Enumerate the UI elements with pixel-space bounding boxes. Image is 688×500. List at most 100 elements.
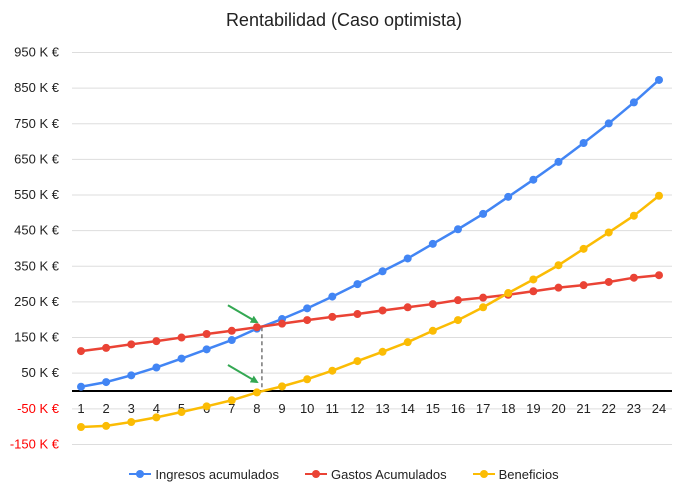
data-point <box>227 336 236 345</box>
y-tick-label: 550 K € <box>14 187 60 202</box>
x-tick-label: 1 <box>77 401 84 416</box>
legend-swatch <box>129 469 152 479</box>
data-point <box>303 375 312 384</box>
data-point <box>278 382 287 391</box>
x-tick-label: 7 <box>228 401 235 416</box>
y-tick-label: 950 K € <box>14 45 60 60</box>
series-line-1 <box>80 79 660 388</box>
x-tick-label: 3 <box>128 401 135 416</box>
data-point <box>328 312 337 321</box>
data-point <box>655 271 663 280</box>
data-point <box>202 329 211 338</box>
legend-label: Beneficios <box>498 466 559 482</box>
data-point <box>378 347 387 356</box>
data-point <box>202 345 211 354</box>
data-point <box>102 343 111 352</box>
x-tick-label: 24 <box>652 401 666 416</box>
data-point <box>303 316 312 325</box>
data-point <box>127 371 136 380</box>
data-point <box>428 239 437 248</box>
y-tick-label: -50 K € <box>17 401 60 416</box>
data-point <box>655 191 663 200</box>
data-point <box>604 228 613 237</box>
legend-swatch <box>472 469 495 479</box>
data-point <box>378 267 387 276</box>
data-point <box>403 338 412 347</box>
data-point <box>579 244 588 253</box>
series-lines <box>77 75 663 431</box>
data-point <box>579 281 588 290</box>
y-tick-label: 150 K € <box>14 330 60 345</box>
data-point <box>554 283 563 292</box>
x-tick-label: 13 <box>375 401 389 416</box>
legend-item: Gastos Acumulados <box>304 466 447 482</box>
data-point <box>629 98 638 107</box>
data-point <box>529 287 538 296</box>
x-tick-label: 15 <box>426 401 440 416</box>
x-tick-label: 21 <box>576 401 590 416</box>
data-point <box>353 280 362 289</box>
data-point <box>428 326 437 335</box>
data-point <box>353 357 362 366</box>
chart-legend: Ingresos acumulados Gastos Acumulados Bene… <box>0 464 688 484</box>
legend-label: Ingresos acumulados <box>155 466 279 482</box>
data-point <box>252 323 261 332</box>
y-tick-label: 650 K € <box>14 151 60 166</box>
x-tick-label: 18 <box>501 401 515 416</box>
data-point <box>604 277 613 286</box>
data-point <box>177 408 186 417</box>
x-tick-label: 23 <box>627 401 641 416</box>
y-tick-label: 750 K € <box>14 116 60 131</box>
series-line-2 <box>80 273 660 353</box>
x-axis-tick-labels: 123456789101112131415161718192021222324 <box>77 401 666 416</box>
data-point <box>152 337 161 346</box>
data-point <box>479 293 488 302</box>
x-tick-label: 16 <box>451 401 465 416</box>
x-tick-label: 4 <box>153 401 160 416</box>
data-point <box>529 275 538 284</box>
data-point <box>102 421 111 430</box>
data-point <box>453 296 462 305</box>
data-point <box>529 175 538 184</box>
grid-lines <box>72 52 672 445</box>
chart-title: Rentabilidad (Caso optimista) <box>226 10 462 30</box>
x-tick-label: 11 <box>326 401 340 416</box>
data-point <box>428 300 437 309</box>
x-tick-label: 17 <box>476 401 490 416</box>
legend-swatch <box>304 469 327 479</box>
y-tick-label: -150 K € <box>10 436 60 451</box>
y-tick-label: 850 K € <box>14 80 60 95</box>
y-tick-label: 350 K € <box>14 258 60 273</box>
data-point <box>579 139 588 148</box>
x-tick-label: 19 <box>526 401 540 416</box>
data-point <box>328 366 337 375</box>
y-tick-label: 250 K € <box>14 294 60 309</box>
data-point <box>177 333 186 342</box>
y-tick-label: 50 K € <box>21 365 59 380</box>
x-tick-label: 22 <box>602 401 616 416</box>
data-point <box>252 388 261 397</box>
data-point <box>202 402 211 411</box>
data-point <box>629 273 638 282</box>
legend-label: Gastos Acumulados <box>330 466 447 482</box>
data-point <box>227 396 236 405</box>
annotations <box>227 304 263 391</box>
x-tick-label: 2 <box>103 401 110 416</box>
data-point <box>177 354 186 363</box>
data-point <box>152 413 161 422</box>
break-even-arrow-lower <box>227 364 259 384</box>
data-point <box>152 363 161 372</box>
data-point <box>227 326 236 335</box>
data-point <box>453 225 462 234</box>
data-point <box>353 310 362 319</box>
legend-item: Beneficios <box>472 466 559 482</box>
data-point <box>127 340 136 349</box>
x-tick-label: 20 <box>551 401 565 416</box>
data-point <box>604 119 613 128</box>
data-point <box>378 306 387 315</box>
data-point <box>127 417 136 426</box>
data-point <box>77 422 85 431</box>
x-tick-label: 14 <box>400 401 414 416</box>
